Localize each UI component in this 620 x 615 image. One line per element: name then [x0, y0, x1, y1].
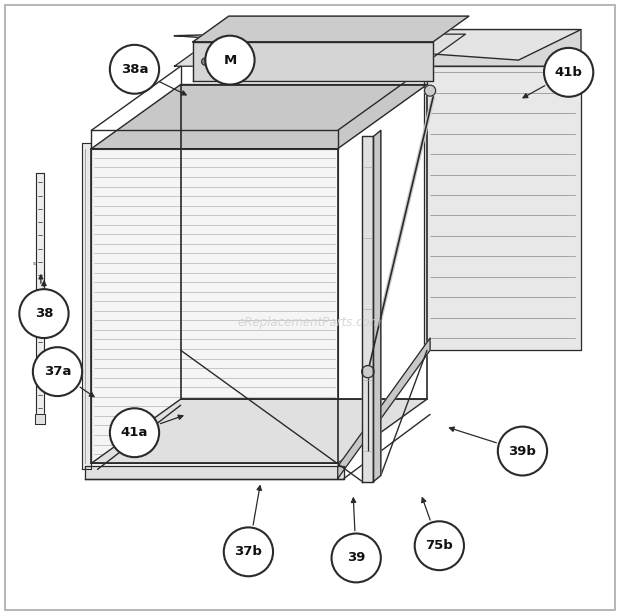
- Circle shape: [415, 522, 464, 570]
- Polygon shape: [362, 137, 373, 482]
- Text: 39: 39: [347, 552, 365, 565]
- Circle shape: [202, 58, 209, 65]
- Polygon shape: [36, 173, 44, 418]
- Polygon shape: [91, 399, 427, 463]
- Text: M: M: [223, 54, 237, 66]
- Polygon shape: [91, 84, 427, 149]
- Text: 39b: 39b: [508, 445, 536, 458]
- Polygon shape: [82, 143, 91, 469]
- Circle shape: [226, 58, 234, 65]
- Circle shape: [224, 528, 273, 576]
- Text: 37a: 37a: [44, 365, 71, 378]
- Polygon shape: [373, 130, 381, 482]
- Circle shape: [332, 533, 381, 582]
- Polygon shape: [35, 415, 45, 424]
- Polygon shape: [193, 16, 469, 42]
- Text: 38a: 38a: [121, 63, 148, 76]
- Circle shape: [110, 45, 159, 93]
- Circle shape: [425, 85, 436, 96]
- Polygon shape: [424, 30, 581, 66]
- Polygon shape: [85, 466, 344, 478]
- Circle shape: [205, 36, 255, 84]
- Circle shape: [214, 58, 221, 65]
- Text: 37b: 37b: [234, 546, 262, 558]
- Polygon shape: [174, 30, 581, 60]
- Text: 41b: 41b: [555, 66, 583, 79]
- Circle shape: [110, 408, 159, 457]
- Text: eReplacementParts.com: eReplacementParts.com: [238, 316, 382, 329]
- Circle shape: [544, 48, 593, 97]
- Text: 41a: 41a: [121, 426, 148, 439]
- Circle shape: [361, 365, 374, 378]
- Circle shape: [19, 289, 69, 338]
- Polygon shape: [193, 42, 433, 82]
- Polygon shape: [174, 34, 466, 66]
- Text: 38: 38: [35, 307, 53, 320]
- Circle shape: [498, 427, 547, 475]
- Circle shape: [33, 347, 82, 396]
- Text: 75b: 75b: [425, 539, 453, 552]
- Polygon shape: [338, 338, 430, 478]
- Polygon shape: [91, 149, 338, 463]
- Text: s: s: [33, 261, 36, 266]
- Polygon shape: [424, 66, 581, 351]
